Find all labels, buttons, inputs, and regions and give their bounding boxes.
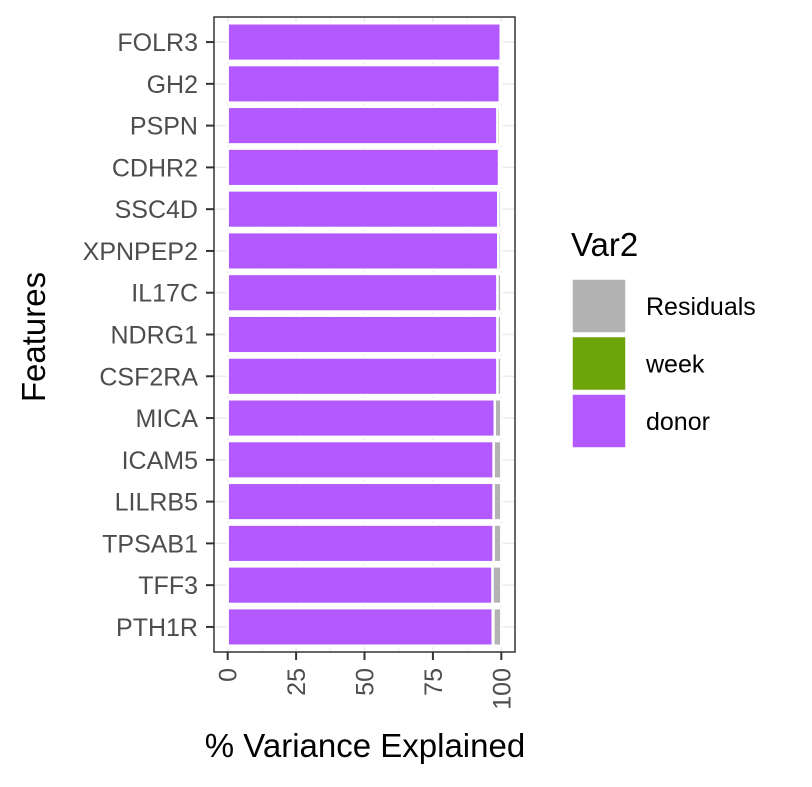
y-tick-label: CSF2RA: [99, 363, 198, 391]
bar-donor-cdhr2: [226, 147, 501, 188]
y-tick-label: ICAM5: [122, 447, 198, 475]
y-axis-title: Features: [15, 272, 52, 402]
bar-donor-gh2: [226, 63, 502, 104]
bar-residuals-ssc4d: [497, 189, 503, 230]
bar-residuals-tpsab1: [492, 523, 503, 564]
y-tick-label: SSC4D: [115, 196, 198, 224]
bar-donor-folr3: [226, 22, 503, 63]
y-tick-label: FOLR3: [117, 29, 198, 57]
y-tick-label: GH2: [147, 71, 198, 99]
x-tick-label: 0: [215, 668, 243, 682]
bar-donor-icam5: [226, 439, 495, 480]
bar-donor-ssc4d: [226, 189, 500, 230]
y-axis: FOLR3 GH2 PSPN CDHR2 SSC4D XPNPEP2 IL17C NDRG1 C…: [83, 29, 214, 642]
bar-residuals-pth1r: [492, 606, 503, 647]
legend-label: week: [645, 351, 705, 379]
y-tick-label: PTH1R: [116, 614, 198, 642]
legend: Var2 Residuals week donor: [571, 226, 756, 449]
legend-key-residuals: [571, 278, 627, 334]
bar-residuals-cdhr2: [497, 147, 503, 188]
bar-residuals-mica: [493, 398, 503, 439]
bar-donor-mica: [226, 398, 497, 439]
y-tick-label: NDRG1: [110, 322, 198, 350]
bar-donor-tff3: [226, 565, 494, 606]
legend-label: Residuals: [646, 293, 756, 321]
x-axis-title: % Variance Explained: [205, 727, 525, 764]
bar-residuals-csf2ra: [496, 356, 503, 397]
x-tick-label: 25: [283, 668, 311, 696]
legend-title: Var2: [571, 226, 638, 263]
y-tick-label: IL17C: [131, 280, 198, 308]
bar-donor-lilrb5: [226, 481, 495, 522]
bar-residuals-folr3: [499, 22, 503, 63]
y-tick-label: TPSAB1: [102, 530, 198, 558]
bar-donor-pth1r: [226, 606, 495, 647]
bar-donor-csf2ra: [226, 356, 499, 397]
bar-residuals-xpnpep2: [497, 230, 503, 271]
bar-donor-tpsab1: [226, 523, 495, 564]
x-axis: 0 25 50 75 100: [215, 652, 516, 710]
legend-key-donor: [571, 393, 627, 449]
panel-border: [213, 16, 516, 653]
bar-residuals-ndrg1: [496, 314, 503, 355]
x-tick-label: 100: [488, 668, 516, 710]
bar-residuals-pspn: [498, 105, 503, 146]
y-tick-label: MICA: [136, 405, 199, 433]
y-tick-label: CDHR2: [112, 154, 198, 182]
x-tick-label: 50: [352, 668, 380, 696]
x-tick-label: 75: [420, 668, 448, 696]
bar-residuals-tff3: [491, 565, 503, 606]
bar-residuals-icam5: [492, 439, 503, 480]
bar-donor-xpnpep2: [226, 230, 500, 271]
bars-layer: [226, 22, 503, 647]
y-tick-label: LILRB5: [115, 489, 198, 517]
y-tick-label: XPNPEP2: [83, 238, 198, 266]
bar-donor-ndrg1: [226, 314, 499, 355]
bar-residuals-lilrb5: [492, 481, 503, 522]
legend-key-week: [571, 335, 627, 392]
bar-residuals-gh2: [498, 63, 503, 104]
legend-label: donor: [646, 408, 710, 436]
bar-donor-pspn: [226, 105, 499, 146]
bar-residuals-il17c: [496, 272, 503, 313]
y-tick-label: PSPN: [130, 113, 198, 141]
y-tick-label: TFF3: [138, 572, 198, 600]
bar-donor-il17c: [226, 272, 499, 313]
